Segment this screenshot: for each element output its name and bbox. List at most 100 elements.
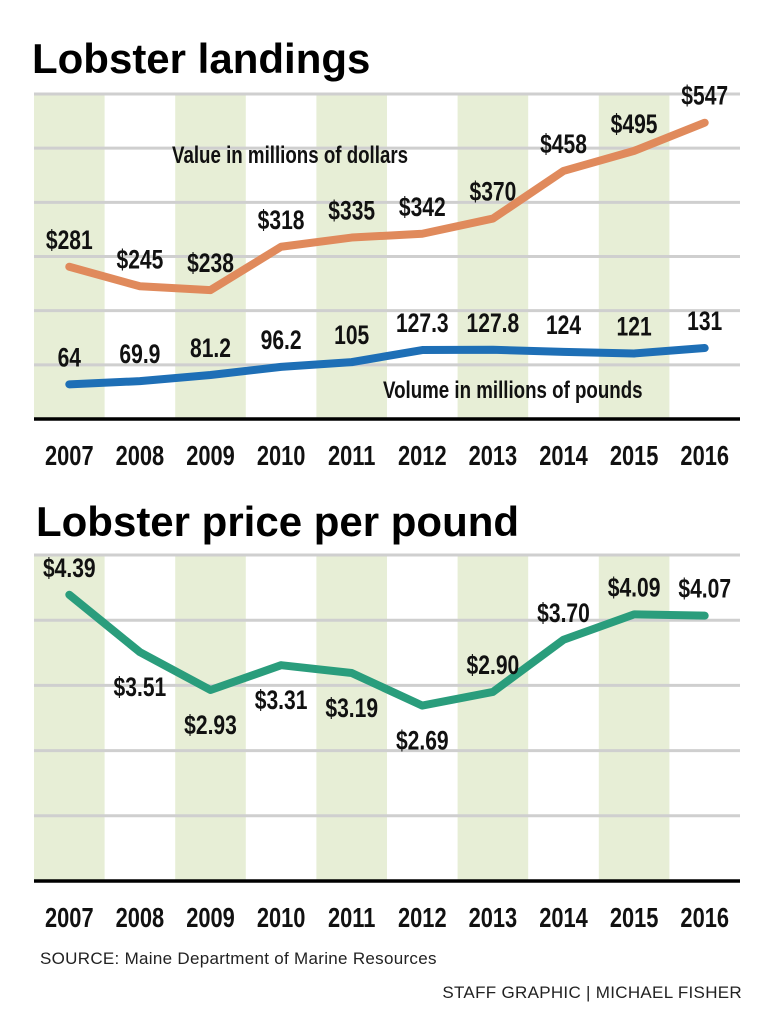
data-label: 64 [58, 343, 82, 373]
series-annotation-group: Value in millions of dollars [172, 142, 408, 169]
landings-chart: 2007 2008 2009 2010 2011 2012 2013 2014 2015 2016… [34, 81, 740, 472]
data-label: $3.19 [325, 694, 378, 724]
data-label-group: 81.2 [190, 334, 231, 364]
x-tick-label: 2011 [328, 902, 375, 933]
x-tick-label-group: 2013 [469, 440, 518, 471]
data-label: $2.69 [396, 726, 449, 756]
data-label-group: 69.9 [119, 340, 160, 370]
data-label-group: $2.69 [396, 726, 449, 756]
data-label-group: 121 [617, 312, 652, 342]
data-label-group: $370 [469, 177, 516, 207]
x-tick-label: 2015 [610, 440, 659, 471]
series-annotation: Value in millions of dollars [172, 142, 408, 169]
data-label-group: $495 [611, 109, 658, 139]
data-label: $2.90 [467, 651, 520, 681]
data-label-group: $4.07 [678, 574, 731, 604]
data-label-group: $3.51 [114, 673, 167, 703]
x-tick-label: 2012 [398, 902, 447, 933]
data-label-group: 64 [58, 343, 82, 373]
data-label-group: $3.19 [325, 694, 378, 724]
data-label: $495 [611, 109, 658, 139]
data-label-group: 131 [687, 307, 722, 337]
x-tick-label-group: 2009 [186, 440, 235, 471]
data-label: $281 [46, 225, 93, 255]
x-tick-label: 2007 [45, 902, 94, 933]
data-label-group: $281 [46, 225, 93, 255]
data-label-group: $2.90 [467, 651, 520, 681]
data-label-group: $458 [540, 129, 587, 159]
data-label: $2.93 [184, 711, 237, 741]
data-label: $318 [258, 205, 305, 235]
series-line [65, 590, 709, 710]
data-label-group: 124 [546, 310, 582, 340]
data-label-group: $2.93 [184, 711, 237, 741]
data-label-group: 127.8 [467, 308, 520, 338]
data-label: $342 [399, 192, 446, 222]
x-tick-label-group: 2012 [398, 902, 447, 933]
data-label: $4.07 [678, 574, 731, 604]
data-label: 81.2 [190, 334, 231, 364]
chart-title-landings: Lobster landings [32, 35, 370, 82]
data-label: 124 [546, 310, 582, 340]
data-label-group: $245 [116, 245, 163, 275]
data-label-group: $4.39 [43, 553, 96, 583]
column-band [598, 555, 670, 881]
x-tick-label: 2010 [257, 440, 306, 471]
x-tick-label-group: 2008 [116, 440, 165, 471]
data-label-group: $238 [187, 249, 234, 279]
data-label: $370 [469, 177, 516, 207]
column-band [316, 555, 387, 881]
data-label: 96.2 [261, 325, 302, 355]
x-tick-label: 2016 [680, 902, 729, 933]
data-label: $3.51 [114, 673, 167, 703]
data-label-group: 96.2 [261, 325, 302, 355]
data-label-group: $3.70 [537, 598, 590, 628]
data-label: $458 [540, 129, 587, 159]
x-tick-label: 2014 [539, 902, 588, 933]
x-tick-label: 2012 [398, 440, 447, 471]
data-label-group: $4.09 [608, 573, 661, 603]
x-tick-label: 2016 [680, 440, 729, 471]
x-tick-label-group: 2015 [610, 440, 659, 471]
data-label: $547 [681, 81, 728, 111]
x-tick-label: 2013 [469, 902, 518, 933]
data-label: 105 [334, 321, 369, 351]
x-tick-label-group: 2010 [257, 440, 306, 471]
data-label: $3.31 [255, 686, 308, 716]
source-note: SOURCE: Maine Department of Marine Resou… [40, 949, 437, 968]
x-tick-label-group: 2011 [328, 902, 375, 933]
column-band [457, 555, 529, 881]
series-annotation: Volume in millions of pounds [383, 377, 643, 404]
data-label: 127.8 [467, 308, 520, 338]
column-band [34, 555, 105, 881]
x-tick-label: 2015 [610, 902, 659, 933]
x-tick-label-group: 2014 [539, 902, 588, 933]
data-label: $245 [116, 245, 163, 275]
data-label: $4.39 [43, 553, 96, 583]
data-label-group: $318 [258, 205, 305, 235]
x-tick-label: 2011 [328, 440, 375, 471]
x-tick-label-group: 2014 [539, 440, 588, 471]
x-tick-label: 2007 [45, 440, 94, 471]
data-label-group: 105 [334, 321, 369, 351]
data-label: 69.9 [119, 340, 160, 370]
series-annotation-group: Volume in millions of pounds [383, 377, 643, 404]
data-label: $335 [328, 196, 375, 226]
x-tick-label-group: 2011 [328, 440, 375, 471]
x-tick-label: 2010 [257, 902, 306, 933]
x-tick-label-group: 2012 [398, 440, 447, 471]
x-tick-label-group: 2013 [469, 902, 518, 933]
x-tick-label: 2009 [186, 440, 235, 471]
x-tick-label-group: 2015 [610, 902, 659, 933]
series-line [65, 118, 709, 295]
data-label-group: 127.3 [396, 309, 449, 339]
x-tick-label: 2013 [469, 440, 518, 471]
x-tick-label-group: 2008 [116, 902, 165, 933]
x-tick-label-group: 2010 [257, 902, 306, 933]
data-label: $4.09 [608, 573, 661, 603]
x-tick-label-group: 2007 [45, 440, 94, 471]
data-label-group: $342 [399, 192, 446, 222]
credit-note: STAFF GRAPHIC | MICHAEL FISHER [442, 983, 742, 1002]
x-tick-label: 2014 [539, 440, 588, 471]
